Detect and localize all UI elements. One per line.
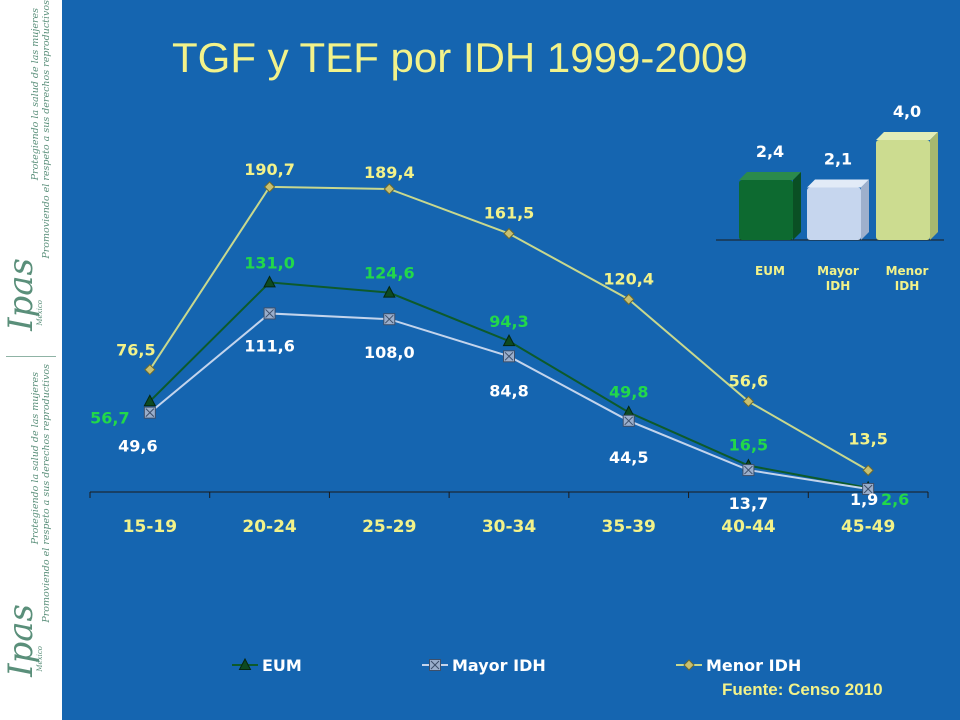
data-point bbox=[623, 293, 635, 306]
data-label: 16,5 bbox=[729, 436, 768, 455]
legend-label: EUM bbox=[262, 656, 302, 675]
inset-bar-top bbox=[807, 179, 869, 188]
inset-bar bbox=[876, 140, 930, 240]
data-label: 124,6 bbox=[364, 264, 415, 283]
data-label: 84,8 bbox=[489, 381, 528, 400]
legend-label: Menor IDH bbox=[706, 656, 801, 675]
data-point bbox=[742, 395, 755, 408]
page-title: TGF y TEF por IDH 1999-2009 bbox=[172, 34, 748, 81]
legend-marker bbox=[683, 659, 695, 671]
data-point bbox=[143, 394, 157, 407]
data-label: 1,9 bbox=[850, 490, 878, 509]
x-tick-label: 45-49 bbox=[841, 517, 895, 537]
data-point-cross bbox=[384, 314, 394, 324]
data-point bbox=[503, 227, 515, 240]
data-label: 13,5 bbox=[848, 429, 887, 448]
x-tick-label: 40-44 bbox=[721, 517, 776, 537]
x-tick-label: 20-24 bbox=[242, 517, 297, 537]
data-point bbox=[502, 334, 516, 347]
data-point bbox=[263, 181, 276, 193]
data-label: 161,5 bbox=[484, 204, 535, 223]
data-label: 131,0 bbox=[244, 253, 295, 272]
legend-marker-cross bbox=[430, 660, 440, 670]
x-tick-label: 15-19 bbox=[123, 517, 177, 537]
inset-category-label: EUM bbox=[755, 264, 785, 278]
data-point-cross bbox=[863, 484, 873, 494]
data-point bbox=[144, 363, 156, 376]
data-label: 49,8 bbox=[609, 382, 648, 401]
data-point-cross bbox=[624, 416, 634, 426]
data-point bbox=[862, 464, 874, 477]
source-note: Fuente: Censo 2010 bbox=[722, 680, 883, 699]
inset-bar-side bbox=[930, 132, 938, 240]
data-label: 13,7 bbox=[729, 494, 768, 513]
x-tick-label: 35-39 bbox=[602, 517, 656, 537]
legend-label: Mayor IDH bbox=[452, 656, 546, 675]
legend-marker bbox=[238, 657, 252, 670]
data-label: 56,6 bbox=[729, 371, 768, 390]
inset-bar-side bbox=[861, 179, 869, 240]
data-label: 189,4 bbox=[364, 163, 415, 182]
data-label: 111,6 bbox=[244, 336, 295, 355]
data-point-cross bbox=[504, 351, 514, 361]
x-tick-label: 25-29 bbox=[362, 517, 416, 537]
data-label: 108,0 bbox=[364, 343, 415, 362]
x-tick-label: 30-34 bbox=[482, 517, 537, 537]
inset-bar-label: 2,1 bbox=[824, 150, 852, 169]
data-label: 49,6 bbox=[118, 437, 157, 456]
inset-category-label: IDH bbox=[895, 279, 919, 293]
ipas-sidebar: Protegiendo la salud de las mujeres Prom… bbox=[0, 0, 62, 720]
inset-category-label: IDH bbox=[826, 279, 850, 293]
sidebar-divider bbox=[6, 356, 56, 357]
inset-bar-top bbox=[739, 172, 801, 180]
data-point bbox=[263, 275, 276, 288]
data-label: 44,5 bbox=[609, 448, 648, 467]
data-label: 2,6 bbox=[881, 490, 909, 509]
data-point-cross bbox=[744, 465, 753, 475]
data-label: 190,7 bbox=[244, 160, 295, 179]
inset-bar bbox=[807, 187, 861, 240]
inset-category-label: Menor bbox=[886, 264, 929, 278]
data-label: 76,5 bbox=[116, 341, 155, 360]
inset-bar bbox=[739, 180, 793, 240]
data-point-cross bbox=[265, 309, 274, 318]
data-label: 120,4 bbox=[603, 269, 654, 288]
data-point bbox=[382, 285, 396, 298]
inset-bar-side bbox=[793, 172, 801, 240]
data-point bbox=[383, 183, 395, 195]
inset-bar-label: 4,0 bbox=[893, 102, 921, 121]
inset-bar-label: 2,4 bbox=[756, 142, 784, 161]
data-label: 94,3 bbox=[489, 312, 528, 331]
data-point-cross bbox=[145, 408, 155, 417]
inset-category-label: Mayor bbox=[817, 264, 859, 278]
inset-bar-top bbox=[876, 132, 938, 140]
data-label: 56,7 bbox=[90, 408, 129, 427]
